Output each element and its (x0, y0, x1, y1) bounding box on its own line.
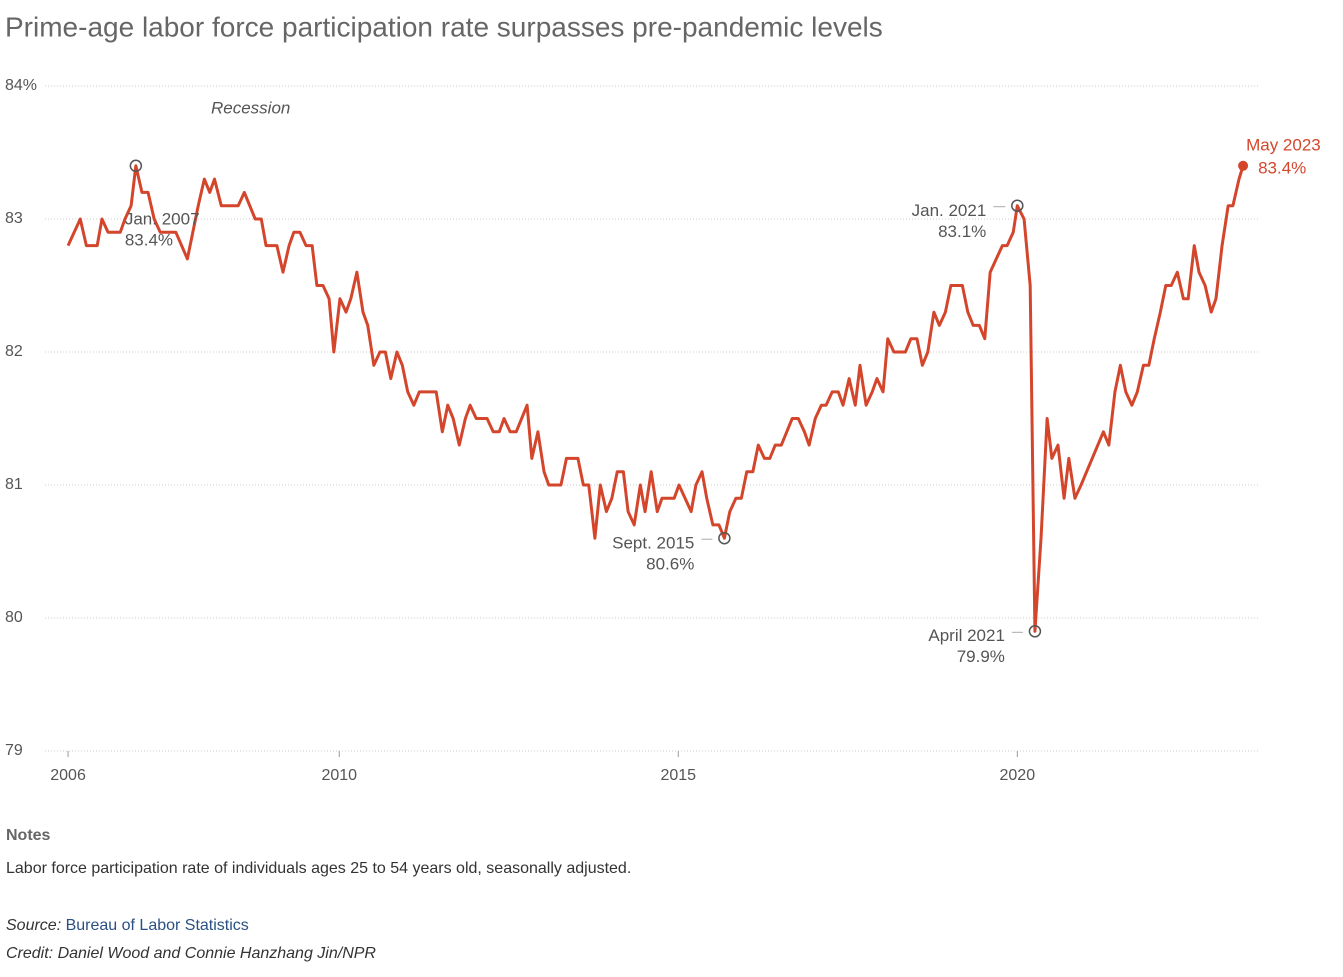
y-tick-label: 81 (5, 476, 23, 493)
y-tick-label: 79 (5, 742, 23, 759)
annotation-point (718, 531, 731, 545)
annotation-value: 83.4% (125, 230, 173, 249)
annotation-point (1011, 199, 1024, 212)
source-label: Source: (6, 917, 62, 934)
line (66, 164, 1245, 633)
annotation-date: April 2021 (928, 626, 1005, 645)
x-tick-label: 2020 (1000, 767, 1036, 784)
annotation-date: Jan. 2007 (125, 209, 200, 228)
y-tick-label: 82 (5, 343, 23, 360)
x-tick-label: 2010 (321, 767, 357, 784)
end-point (1238, 160, 1249, 171)
annotation-point (129, 159, 143, 173)
notes: Labor force participation rate of indivi… (6, 860, 632, 877)
annotation-value: 79.9% (957, 647, 1005, 666)
y-tick-label: 80 (5, 609, 23, 626)
annotation-date: Sept. 2015 (612, 534, 694, 553)
chart-title: Prime-age labor force participation rate… (5, 11, 883, 42)
chart: Prime-age labor force participation rate… (5, 11, 1321, 784)
annotation-value: 83.4% (1258, 158, 1306, 177)
source-link[interactable]: Bureau of Labor Statistics (65, 917, 249, 934)
source: Source: Bureau of Labor Statistics (6, 917, 249, 935)
y-tick-label: 84% (5, 77, 37, 94)
recession-label: Recession (211, 98, 290, 117)
notes-heading: Notes (6, 827, 51, 844)
credit: Credit: Daniel Wood and Connie Hanzhang … (6, 945, 376, 962)
annotation-value: 80.6% (646, 555, 694, 574)
x-tick-label: 2006 (50, 767, 86, 784)
annotation-date: Jan. 2021 (912, 201, 987, 220)
annotation-date: May 2023 (1246, 135, 1321, 154)
annotation-value: 83.1% (938, 222, 986, 241)
annotation-point (1028, 625, 1042, 638)
y-tick-label: 83 (5, 210, 23, 227)
x-tick-label: 2015 (660, 767, 696, 784)
